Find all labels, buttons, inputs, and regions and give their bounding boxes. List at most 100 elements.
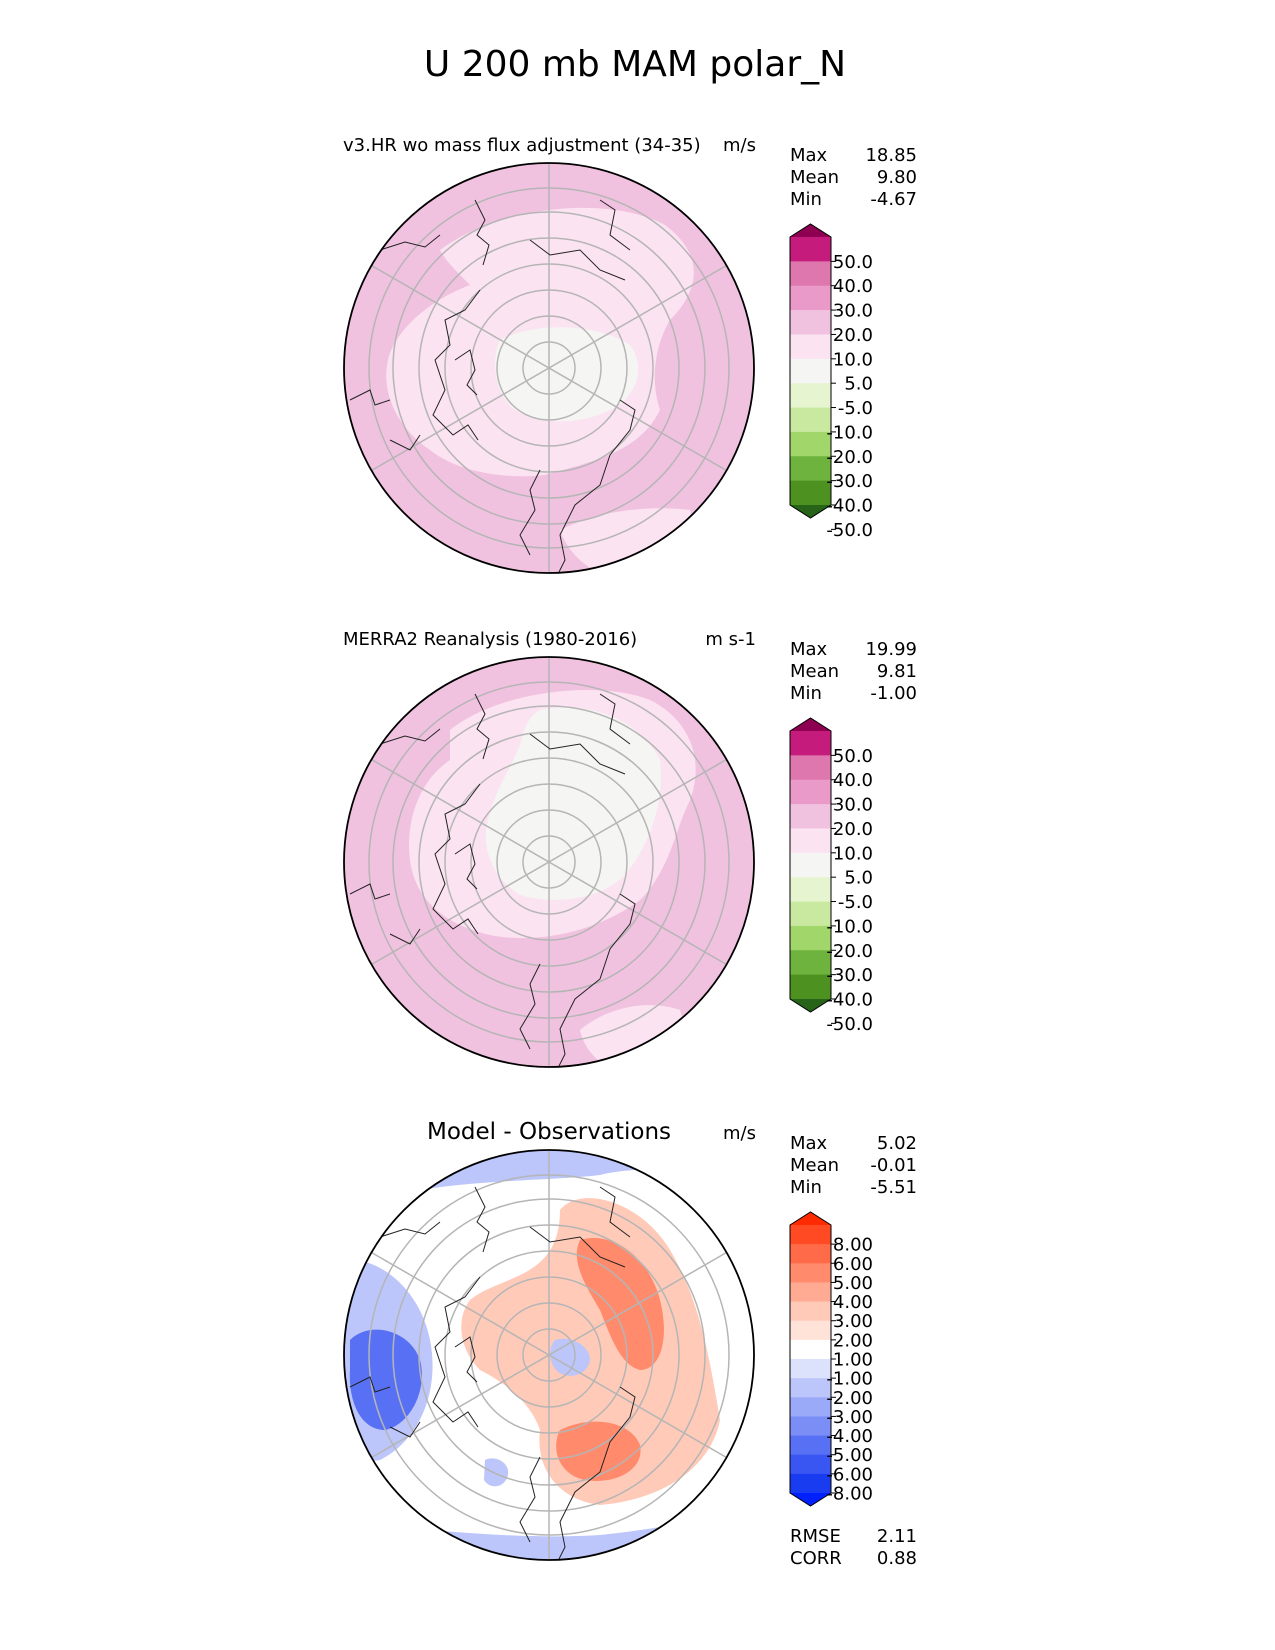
colorbar-tick-label: -20.0 xyxy=(826,447,873,468)
stat-label-mean: Mean xyxy=(790,661,839,682)
colorbar-segment xyxy=(790,828,831,854)
colorbar-segment xyxy=(790,456,831,482)
stat-value-max: 5.02 xyxy=(877,1133,917,1154)
panel-title: MERRA2 Reanalysis (1980-2016) xyxy=(343,629,637,650)
stat-label-mean: Mean xyxy=(790,1155,839,1176)
colorbar: 50.0 40.0 30.0 20.0 10.0 5.0 -5.0 -10.0 -20.0 -30… xyxy=(789,223,873,541)
stat-value-mean: 9.81 xyxy=(877,661,917,682)
colorbar-tick-label: 10.0 xyxy=(833,349,873,370)
colorbar-segment xyxy=(790,1473,831,1494)
colorbar: 8.006.005.004.003.002.001.00-1.00-2.00-3… xyxy=(789,1211,873,1507)
colorbar-tick-label: -30.0 xyxy=(826,471,873,492)
colorbar-segment xyxy=(790,480,831,506)
colorbar-tick-label: 5.0 xyxy=(844,868,873,889)
colorbar-tick-label: 1.00 xyxy=(833,1350,873,1371)
field-region xyxy=(461,1198,720,1505)
field-region xyxy=(484,1458,509,1487)
panel-units: m/s xyxy=(723,1123,756,1144)
colorbar-tick-label: 50.0 xyxy=(833,252,873,273)
colorbar-tick-label: -10.0 xyxy=(826,422,873,443)
map-boundary xyxy=(343,162,755,574)
map-field xyxy=(344,657,754,1067)
map-boundary xyxy=(343,1149,755,1561)
colorbar-segment xyxy=(790,901,831,927)
panel-units: m s-1 xyxy=(705,629,756,650)
colorbar-segment xyxy=(790,334,831,360)
colorbar-tick-label: -2.00 xyxy=(826,1388,873,1409)
colorbar-tick-label: -40.0 xyxy=(826,990,873,1011)
colorbar-tick-label: -10.0 xyxy=(826,916,873,937)
colorbar-tick-label: 10.0 xyxy=(833,843,873,864)
colorbar-segment xyxy=(790,1244,831,1264)
stat-label-max: Max xyxy=(790,1133,828,1154)
colorbar-extend-bottom xyxy=(790,1493,831,1506)
colorbar-tick-label: -30.0 xyxy=(826,965,873,986)
colorbar-segment xyxy=(790,1225,831,1245)
colorbar-tick-label: -3.00 xyxy=(826,1407,873,1428)
panel-title: Model - Observations xyxy=(427,1119,671,1145)
colorbar-segment xyxy=(790,1359,831,1379)
stat-label-max: Max xyxy=(790,145,828,166)
panel-difference: Model - Observations m/s xyxy=(343,1119,917,1569)
colorbar-extend-bottom xyxy=(790,999,831,1012)
colorbar-tick-label: -20.0 xyxy=(826,941,873,962)
colorbar-tick-label: -40.0 xyxy=(826,496,873,517)
stat-value-min: -5.51 xyxy=(870,1177,917,1198)
field-region xyxy=(485,707,661,900)
colorbar-tick-label: 40.0 xyxy=(833,770,873,791)
colorbar-tick-label: 5.0 xyxy=(844,374,873,395)
colorbar-segment xyxy=(790,285,831,311)
colorbar-segment xyxy=(790,974,831,1000)
stat-value-min: -4.67 xyxy=(870,189,917,210)
colorbar-segment xyxy=(790,1282,831,1303)
stat-label-max: Max xyxy=(790,639,828,660)
colorbar-extend-bottom xyxy=(790,505,831,518)
stat-value-min: -1.00 xyxy=(870,683,917,704)
colorbar-tick-label: 30.0 xyxy=(833,795,873,816)
colorbar-segment xyxy=(790,1301,831,1322)
colorbar-segment xyxy=(790,1416,831,1437)
field-region xyxy=(576,1238,664,1370)
colorbar-segment xyxy=(790,1435,831,1456)
metric-label-rmse: RMSE xyxy=(790,1526,841,1547)
colorbar-segment xyxy=(790,877,831,903)
colorbar-segment xyxy=(790,383,831,409)
colorbar-tick-label: 20.0 xyxy=(833,819,873,840)
colorbar-tick-label: 3.00 xyxy=(833,1311,873,1332)
colorbar-segment xyxy=(790,1378,831,1398)
colorbar-segment xyxy=(790,779,831,805)
metric-value-corr: 0.88 xyxy=(877,1548,917,1569)
colorbar-segment xyxy=(790,731,831,756)
stat-label-min: Min xyxy=(790,1177,822,1198)
colorbar-segment xyxy=(790,310,831,335)
colorbar-segment xyxy=(790,1339,831,1360)
colorbar-tick-label: -1.00 xyxy=(826,1369,873,1390)
colorbar-segment xyxy=(790,1320,831,1341)
colorbar-tick-label: 4.00 xyxy=(833,1292,873,1313)
colorbar-segment xyxy=(790,804,831,829)
colorbar-tick-label: 2.00 xyxy=(833,1330,873,1351)
stat-value-max: 19.99 xyxy=(865,639,917,660)
stat-value-max: 18.85 xyxy=(865,145,917,166)
colorbar-segment xyxy=(790,1454,831,1475)
colorbar-segment xyxy=(790,261,831,287)
colorbar-tick-label: 20.0 xyxy=(833,325,873,346)
colorbar-tick-label: -50.0 xyxy=(826,1014,873,1035)
stat-label-mean: Mean xyxy=(790,167,839,188)
colorbar-segment xyxy=(790,358,831,384)
panel-observations: MERRA2 Reanalysis (1980-2016) m s-1 xyxy=(343,629,917,1068)
colorbar-segment xyxy=(790,950,831,976)
colorbar-tick-label: -6.00 xyxy=(826,1464,873,1485)
stat-label-min: Min xyxy=(790,683,822,704)
panel-units: m/s xyxy=(723,135,756,156)
graticule xyxy=(368,1150,730,1560)
coastlines xyxy=(349,693,636,1067)
graticule xyxy=(368,163,730,573)
stat-value-mean: -0.01 xyxy=(870,1155,917,1176)
colorbar-tick-label: -5.00 xyxy=(826,1445,873,1466)
colorbar-tick-label: 30.0 xyxy=(833,301,873,322)
colorbar-segment xyxy=(790,237,831,262)
colorbar-extend-top xyxy=(790,1212,831,1225)
graticule xyxy=(368,657,730,1067)
field-region xyxy=(349,1329,422,1430)
